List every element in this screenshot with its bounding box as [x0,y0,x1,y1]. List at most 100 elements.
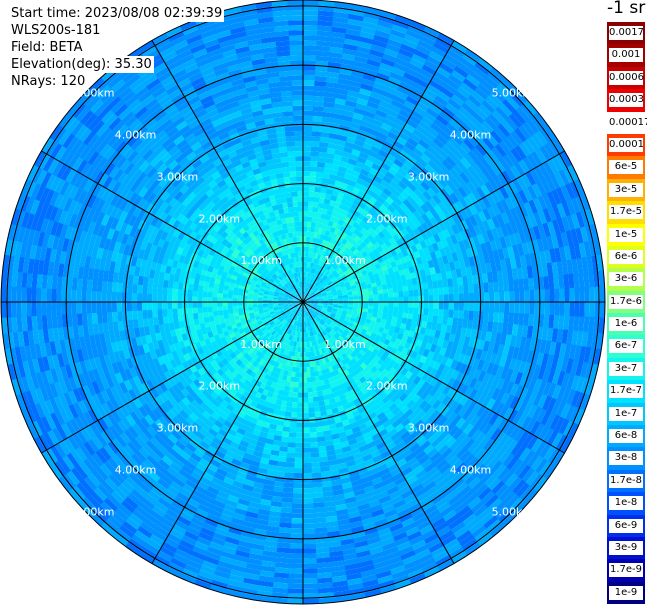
field-cell [111,291,118,302]
field-cell [297,321,300,327]
field-cell [232,298,238,302]
field-cell [293,278,297,284]
field-cell [310,156,319,162]
field-cell [248,309,254,314]
field-cell [248,312,255,317]
field-cell [308,272,311,278]
field-cell [306,305,311,310]
field-cell [329,324,335,330]
field-cell [335,312,342,317]
field-cell [317,305,323,308]
field-cell [303,95,315,101]
field-cell [237,298,243,302]
field-cell [448,294,454,303]
field-cell [309,325,313,332]
field-cell [279,310,286,314]
field-cell [316,322,321,328]
field-cell [286,264,291,270]
field-cell [288,318,293,324]
field-cell [336,260,343,267]
field-cell [286,323,291,329]
field-cell [136,301,143,311]
field-cell [247,295,253,300]
field-cell [312,305,318,309]
field-cell [340,274,347,280]
field-cell [382,288,389,294]
field-cell [252,276,259,282]
field-cell [285,191,293,198]
field-cell [325,311,332,315]
field-cell [294,315,298,321]
field-cell [307,402,315,408]
field-cell [327,344,334,351]
field-cell [202,306,208,313]
field-cell [303,216,308,222]
field-cell [280,436,289,443]
field-cell [315,290,320,294]
field-cell [275,345,281,352]
field-cell [337,320,344,325]
field-cell [286,310,292,315]
field-cell [478,283,484,294]
field-cell [268,319,274,324]
field-cell [293,120,304,127]
field-cell [305,352,309,358]
field-cell [292,278,296,284]
field-cell [326,292,333,296]
field-cell [306,331,309,338]
field-cell [343,320,349,326]
field-cell [271,261,277,267]
field-cell [287,151,296,157]
field-cell [307,251,312,258]
field-cell [252,301,258,305]
field-cell [315,269,320,276]
field-cell [247,298,253,302]
field-cell [327,325,333,331]
field-cell [323,262,328,269]
field-cell [275,312,281,316]
field-cell [312,299,319,301]
field-cell [277,269,283,275]
field-cell [323,269,329,275]
field-cell [282,260,287,267]
field-cell [290,307,295,311]
field-cell [323,284,329,289]
field-cell [313,312,318,317]
field-cell [304,332,307,338]
field-cell [312,263,316,269]
field-cell [277,315,283,320]
field-cell [318,313,324,318]
field-cell [307,288,310,294]
field-cell [312,298,318,300]
field-cell [264,323,271,329]
field-cell [301,286,303,292]
field-cell [288,296,294,299]
field-cell [291,196,299,202]
field-cell [282,343,287,349]
field-cell [316,270,321,276]
field-cell [332,292,338,296]
field-cell [393,292,399,298]
field-cell [325,312,331,316]
field-cell [279,330,284,336]
field-cell [504,291,510,303]
field-cell [317,295,323,299]
field-cell [304,306,308,312]
field-cell [341,310,348,314]
field-cell [167,287,173,296]
field-cell [328,331,334,338]
field-cell [283,277,289,283]
field-cell [317,305,323,309]
field-cell [293,299,299,301]
field-cell [352,324,359,330]
field-cell [275,351,281,358]
field-cell [442,279,449,288]
field-cell [310,262,314,269]
field-cell [295,282,299,288]
field-cell [302,457,312,464]
field-cell [302,447,311,453]
field-cell [172,314,179,323]
field-cell [299,316,302,323]
field-cell [339,316,346,321]
field-cell [313,90,326,97]
